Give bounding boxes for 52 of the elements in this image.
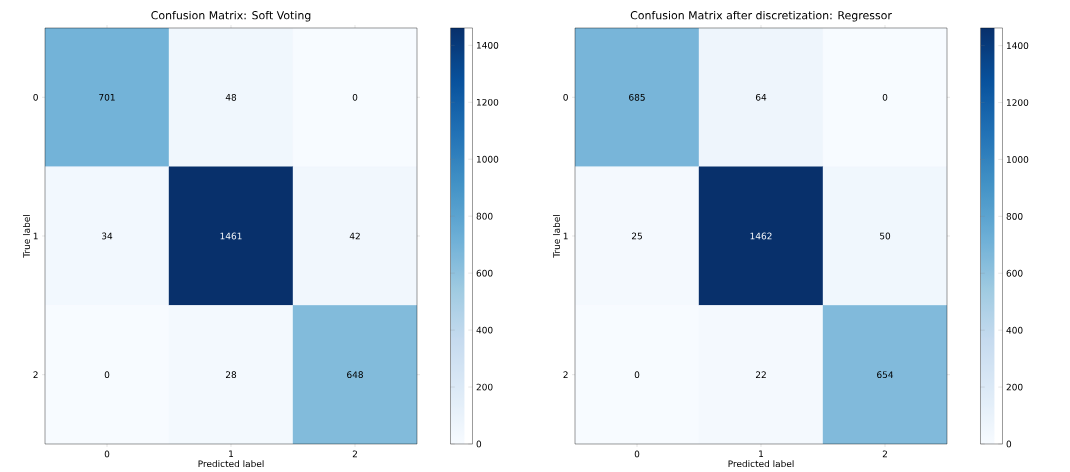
data-label: 1462: [750, 232, 772, 240]
color-bar-label: 1000: [1006, 156, 1029, 163]
color-bar-label: 600: [1006, 269, 1023, 277]
x-axis-title: Predicted label: [198, 460, 264, 468]
x-tick-label: 1: [759, 450, 764, 458]
x-tick-label: 2: [352, 450, 357, 458]
color-bar-label: 200: [1006, 383, 1023, 391]
data-label: 48: [225, 93, 237, 101]
data-label: 50: [879, 232, 891, 240]
color-bar-label: 0: [1006, 440, 1012, 448]
y-tick-label: 2: [33, 371, 38, 378]
data-label: 0: [352, 93, 358, 101]
data-label: 701: [99, 93, 115, 101]
x-tick-label: 2: [882, 450, 887, 458]
y-axis-title: True label: [553, 215, 560, 258]
color-bar-label: 1400: [476, 41, 499, 49]
x-tick-label: 0: [634, 450, 640, 458]
data-label: 28: [225, 371, 237, 379]
data-label: 64: [755, 93, 767, 101]
data-label: 42: [349, 232, 360, 240]
data-label: 685: [629, 93, 645, 101]
data-label: 1461: [220, 232, 242, 240]
y-axis-title: True label: [23, 215, 30, 258]
y-tick-label: 2: [563, 371, 568, 378]
color-bar-label: 0: [476, 440, 482, 448]
data-label: 0: [634, 371, 640, 379]
y-tick-label: 0: [33, 93, 38, 101]
color-bar-label: 1200: [476, 98, 499, 106]
chart-title: Confusion Matrix: Soft Voting: [151, 10, 311, 22]
color-bar-label: 200: [476, 383, 493, 391]
y-tick-label: 0: [563, 93, 568, 101]
x-tick-label: 1: [229, 450, 234, 458]
color-bar-label: 400: [476, 326, 493, 334]
data-label: 0: [882, 93, 888, 101]
data-label: 25: [631, 232, 642, 240]
color-bar-label: 800: [476, 212, 493, 220]
data-label: 0: [104, 371, 110, 379]
x-tick-label: 0: [104, 450, 110, 458]
data-label: 654: [877, 371, 894, 379]
data-label: 34: [101, 232, 113, 240]
x-axis-title: Predicted label: [728, 460, 794, 468]
data-label: 22: [755, 371, 766, 378]
color-bar-label: 1400: [1006, 42, 1029, 50]
color-bar-label: 1200: [1006, 99, 1029, 106]
color-bar-label: 600: [476, 269, 493, 277]
color-bar-label: 1000: [476, 155, 499, 163]
data-label: 648: [347, 371, 363, 379]
y-tick-label: 1: [563, 232, 568, 240]
color-bar-label: 800: [1006, 212, 1023, 220]
chart-title: Confusion Matrix after discretization: Regressor: [630, 10, 892, 22]
color-bar-label: 400: [1006, 326, 1023, 334]
y-tick-label: 1: [33, 232, 38, 240]
